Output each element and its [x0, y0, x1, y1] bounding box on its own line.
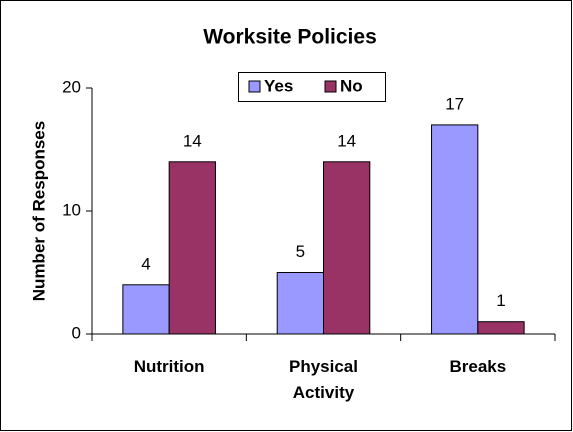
x-tick-label: Physical Activity — [289, 357, 358, 402]
chart-title: Worksite Policies — [203, 26, 377, 49]
bar — [477, 321, 525, 335]
legend-swatch — [248, 80, 261, 93]
bar — [276, 272, 325, 335]
data-label: 1 — [496, 291, 505, 310]
y-tick-label: 0 — [72, 323, 81, 342]
y-axis-label: Number of Responses — [29, 121, 48, 301]
bar — [323, 161, 371, 335]
data-label: 4 — [141, 254, 150, 273]
legend-label: No — [340, 76, 363, 95]
data-label: 14 — [337, 131, 356, 150]
x-tick-label: Breaks — [449, 357, 507, 376]
legend-swatch — [324, 80, 337, 93]
legend-box — [238, 72, 386, 102]
x-tick-label: Nutrition — [133, 357, 205, 376]
bar — [168, 161, 216, 335]
bar — [431, 124, 479, 335]
data-label: 5 — [296, 242, 305, 261]
legend-label: Yes — [264, 76, 293, 95]
data-label: 14 — [183, 131, 202, 150]
bar — [122, 284, 170, 335]
data-label: 17 — [445, 94, 464, 113]
y-tick-label: 20 — [62, 77, 81, 96]
y-tick-label: 10 — [62, 200, 81, 219]
